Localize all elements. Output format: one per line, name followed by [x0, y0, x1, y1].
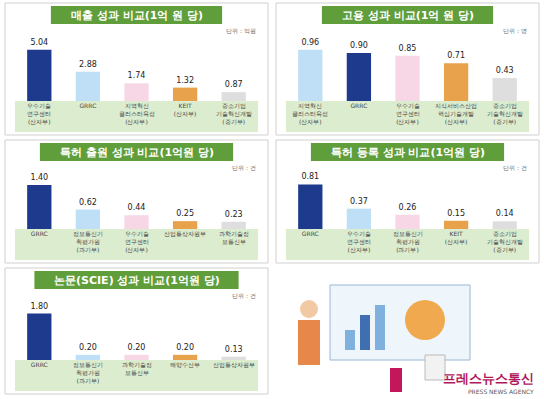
- svg-text:단위 : 건: 단위 : 건: [503, 164, 527, 171]
- svg-text:5.04: 5.04: [30, 38, 48, 47]
- svg-text:0.62: 0.62: [79, 198, 97, 207]
- svg-text:1.40: 1.40: [30, 173, 48, 182]
- svg-text:단위 : 명: 단위 : 명: [503, 27, 527, 34]
- svg-text:우수기술연구센터(산자부): 우수기술연구센터(산자부): [27, 102, 51, 125]
- svg-text:해양수산부: 해양수산부: [170, 361, 200, 368]
- svg-text:프레스뉴스통신: 프레스뉴스통신: [443, 371, 534, 386]
- svg-text:고용 성과 비교(1억 원 당): 고용 성과 비교(1억 원 당): [342, 9, 474, 22]
- svg-text:0.20: 0.20: [79, 343, 97, 352]
- svg-text:정보통신기획평가원(과기부): 정보통신기획평가원(과기부): [73, 361, 103, 384]
- svg-text:단위 : 건: 단위 : 건: [232, 164, 256, 171]
- svg-text:GRRC: GRRC: [79, 102, 96, 109]
- svg-text:0.71: 0.71: [447, 51, 465, 60]
- svg-text:GRRC: GRRC: [31, 361, 48, 368]
- svg-text:0.23: 0.23: [225, 210, 243, 219]
- svg-text:0.26: 0.26: [399, 203, 417, 212]
- svg-text:과학기술정보통신부: 과학기술정보통신부: [219, 230, 249, 245]
- svg-text:특허 출원 성과 비교(1억원 당): 특허 출원 성과 비교(1억원 당): [60, 146, 214, 159]
- svg-text:0.37: 0.37: [350, 197, 368, 206]
- svg-text:우수기술연구센터(산자부): 우수기술연구센터(산자부): [396, 102, 420, 125]
- svg-text:2.88: 2.88: [79, 60, 97, 69]
- svg-text:PRESS NEWS AGENCY: PRESS NEWS AGENCY: [468, 388, 534, 395]
- svg-text:중소기업기술혁신개발(중기부): 중소기업기술혁신개발(중기부): [487, 102, 523, 125]
- svg-text:0.13: 0.13: [225, 345, 243, 354]
- svg-text:지역혁신클러스터육성(산자부): 지역혁신클러스터육성(산자부): [292, 102, 328, 125]
- svg-text:0.20: 0.20: [176, 343, 194, 352]
- svg-text:0.43: 0.43: [496, 66, 514, 75]
- svg-text:GRRC: GRRC: [350, 102, 367, 109]
- svg-text:정보통신기획평가원(과기부): 정보통신기획평가원(과기부): [393, 230, 423, 253]
- svg-text:0.15: 0.15: [447, 209, 465, 218]
- svg-text:1.80: 1.80: [30, 302, 48, 311]
- svg-text:GRRC: GRRC: [302, 230, 319, 237]
- svg-text:지식서비스산업핵심기술개발(산자부): 지식서비스산업핵심기술개발(산자부): [435, 102, 477, 125]
- svg-text:특허 등록 성과 비교(1억원 당): 특허 등록 성과 비교(1억원 당): [331, 146, 485, 159]
- svg-text:우수기술연구센터(산자부): 우수기술연구센터(산자부): [125, 230, 149, 253]
- svg-text:우수기술연구센터(산자부): 우수기술연구센터(산자부): [347, 230, 371, 253]
- svg-text:산업통상자원부: 산업통상자원부: [213, 361, 255, 368]
- svg-text:정보통신기획평가원(과기부): 정보통신기획평가원(과기부): [73, 230, 103, 253]
- svg-text:0.44: 0.44: [128, 203, 146, 212]
- svg-text:지역혁신클러스터육성(산자부): 지역혁신클러스터육성(산자부): [119, 102, 155, 125]
- svg-text:중소기업기술혁신개발(중기부): 중소기업기술혁신개발(중기부): [487, 230, 523, 253]
- svg-text:GRRC: GRRC: [31, 230, 48, 237]
- svg-text:0.14: 0.14: [496, 209, 514, 218]
- svg-text:중소기업기술혁신개발(중기부): 중소기업기술혁신개발(중기부): [216, 102, 252, 125]
- svg-text:0.25: 0.25: [176, 209, 194, 218]
- svg-text:KEIT(산자부): KEIT(산자부): [174, 102, 197, 117]
- svg-text:0.85: 0.85: [399, 44, 417, 53]
- svg-text:0.96: 0.96: [301, 38, 319, 47]
- svg-text:0.87: 0.87: [225, 80, 243, 89]
- svg-text:1.32: 1.32: [176, 76, 194, 85]
- svg-text:0.90: 0.90: [350, 41, 368, 50]
- svg-text:0.81: 0.81: [301, 172, 319, 181]
- svg-text:1.74: 1.74: [128, 71, 146, 80]
- svg-text:단위 : 억원: 단위 : 억원: [226, 27, 256, 34]
- svg-text:매출 성과 비교(1억 원 당): 매출 성과 비교(1억 원 당): [71, 9, 203, 22]
- svg-text:산업통상자원부: 산업통상자원부: [164, 230, 206, 237]
- svg-text:논문(SCIE) 성과 비교(1억원 당): 논문(SCIE) 성과 비교(1억원 당): [54, 274, 220, 287]
- svg-text:과학기술정보통신부: 과학기술정보통신부: [122, 361, 152, 376]
- svg-text:0.20: 0.20: [128, 343, 146, 352]
- svg-text:KEIT(산자부): KEIT(산자부): [445, 230, 468, 245]
- svg-text:단위 : 건: 단위 : 건: [232, 292, 256, 299]
